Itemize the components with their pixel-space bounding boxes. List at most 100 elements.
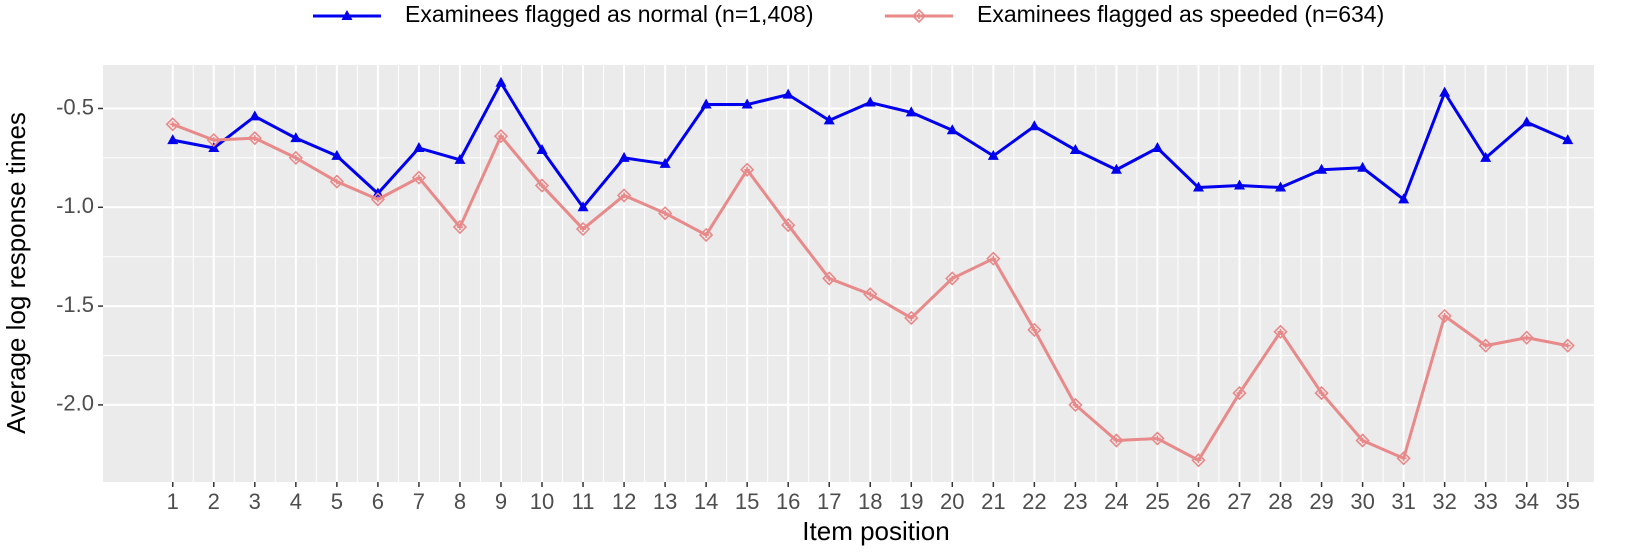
point-shape (1150, 431, 1165, 446)
y-tick-label: -2.0 (56, 391, 94, 416)
point (413, 142, 425, 153)
point (616, 188, 632, 203)
point (1273, 324, 1288, 339)
point (822, 271, 837, 286)
x-tick-label: 5 (331, 489, 343, 514)
point-shape (411, 170, 427, 185)
point (341, 10, 353, 20)
point (863, 287, 878, 302)
point (288, 150, 303, 166)
point (1314, 385, 1329, 401)
point (290, 132, 302, 143)
point-shape (904, 310, 919, 326)
legend: Examinees flagged as normal (n=1,408) Exa… (313, 1, 1384, 27)
point-shape (1396, 451, 1411, 466)
x-tick-label: 24 (1104, 489, 1128, 514)
point (741, 98, 753, 109)
point (247, 130, 262, 146)
point-shape (206, 132, 221, 148)
point (165, 117, 180, 132)
point (659, 157, 671, 168)
point (206, 132, 221, 148)
x-tick-label: 16 (776, 489, 800, 514)
point-shape (945, 271, 960, 286)
point-shape (247, 130, 262, 146)
point-shape (493, 129, 509, 144)
point-shape (1519, 330, 1534, 345)
point-shape (534, 178, 550, 193)
point (1027, 322, 1042, 337)
point-shape (1027, 322, 1042, 337)
y-axis-title: Average log response times (1, 112, 31, 434)
point (1521, 116, 1533, 127)
point-shape (1109, 433, 1124, 448)
x-tick-label: 21 (981, 489, 1005, 514)
point (1192, 181, 1204, 192)
point (370, 192, 386, 207)
point (1028, 120, 1040, 131)
point-shape (1232, 385, 1247, 401)
point-shape (1068, 397, 1083, 413)
point (1234, 179, 1246, 190)
point-shape (288, 150, 303, 166)
point (1069, 143, 1081, 154)
legend-label: Examinees flagged as speeded (n=634) (977, 1, 1384, 27)
point-shape (740, 162, 755, 177)
point-shape (370, 192, 386, 207)
x-tick-label: 33 (1473, 489, 1497, 514)
point-shape (165, 117, 180, 132)
x-tick-label: 3 (249, 489, 261, 514)
point-shape (781, 217, 796, 233)
point (1480, 151, 1492, 162)
point (864, 96, 876, 107)
point (987, 149, 999, 160)
point (1191, 453, 1206, 468)
point (1357, 161, 1369, 172)
x-tick-label: 9 (495, 489, 507, 514)
x-axis-title: Item position (802, 516, 949, 546)
x-tick-label: 30 (1350, 489, 1374, 514)
point (575, 221, 591, 237)
point (740, 162, 755, 177)
point (911, 8, 927, 24)
x-tick-label: 31 (1391, 489, 1415, 514)
point-shape (986, 251, 1001, 266)
y-tick-label: -0.5 (56, 94, 94, 119)
x-tick-label: 13 (653, 489, 677, 514)
point-shape (452, 219, 468, 235)
point (536, 143, 548, 154)
point (945, 271, 960, 286)
y-tick-label: -1.5 (56, 292, 94, 317)
x-tick-label: 35 (1555, 489, 1579, 514)
x-tick-label: 2 (208, 489, 220, 514)
point (1396, 451, 1411, 466)
point (1150, 431, 1165, 446)
x-tick-label: 34 (1514, 489, 1538, 514)
x-tick-label: 26 (1186, 489, 1210, 514)
x-tick-label: 1 (167, 489, 179, 514)
point (657, 206, 673, 221)
point (411, 170, 427, 185)
point (946, 124, 958, 135)
x-tick-label: 6 (372, 489, 384, 514)
point (534, 178, 550, 193)
point (452, 219, 468, 235)
point (781, 217, 796, 233)
point-shape (1560, 338, 1575, 353)
point (618, 151, 630, 162)
point (249, 110, 261, 121)
legend-label: Examinees flagged as normal (n=1,408) (405, 1, 814, 27)
point (1275, 181, 1287, 192)
point-shape (1314, 385, 1329, 401)
point (698, 227, 714, 243)
point-shape (657, 206, 673, 221)
point-shape (1478, 338, 1493, 353)
x-tick-label: 29 (1309, 489, 1333, 514)
point (905, 106, 917, 117)
point (1355, 433, 1370, 448)
point (495, 76, 507, 87)
point-shape (1437, 308, 1452, 324)
x-tick-label: 12 (612, 489, 636, 514)
point (782, 88, 794, 99)
